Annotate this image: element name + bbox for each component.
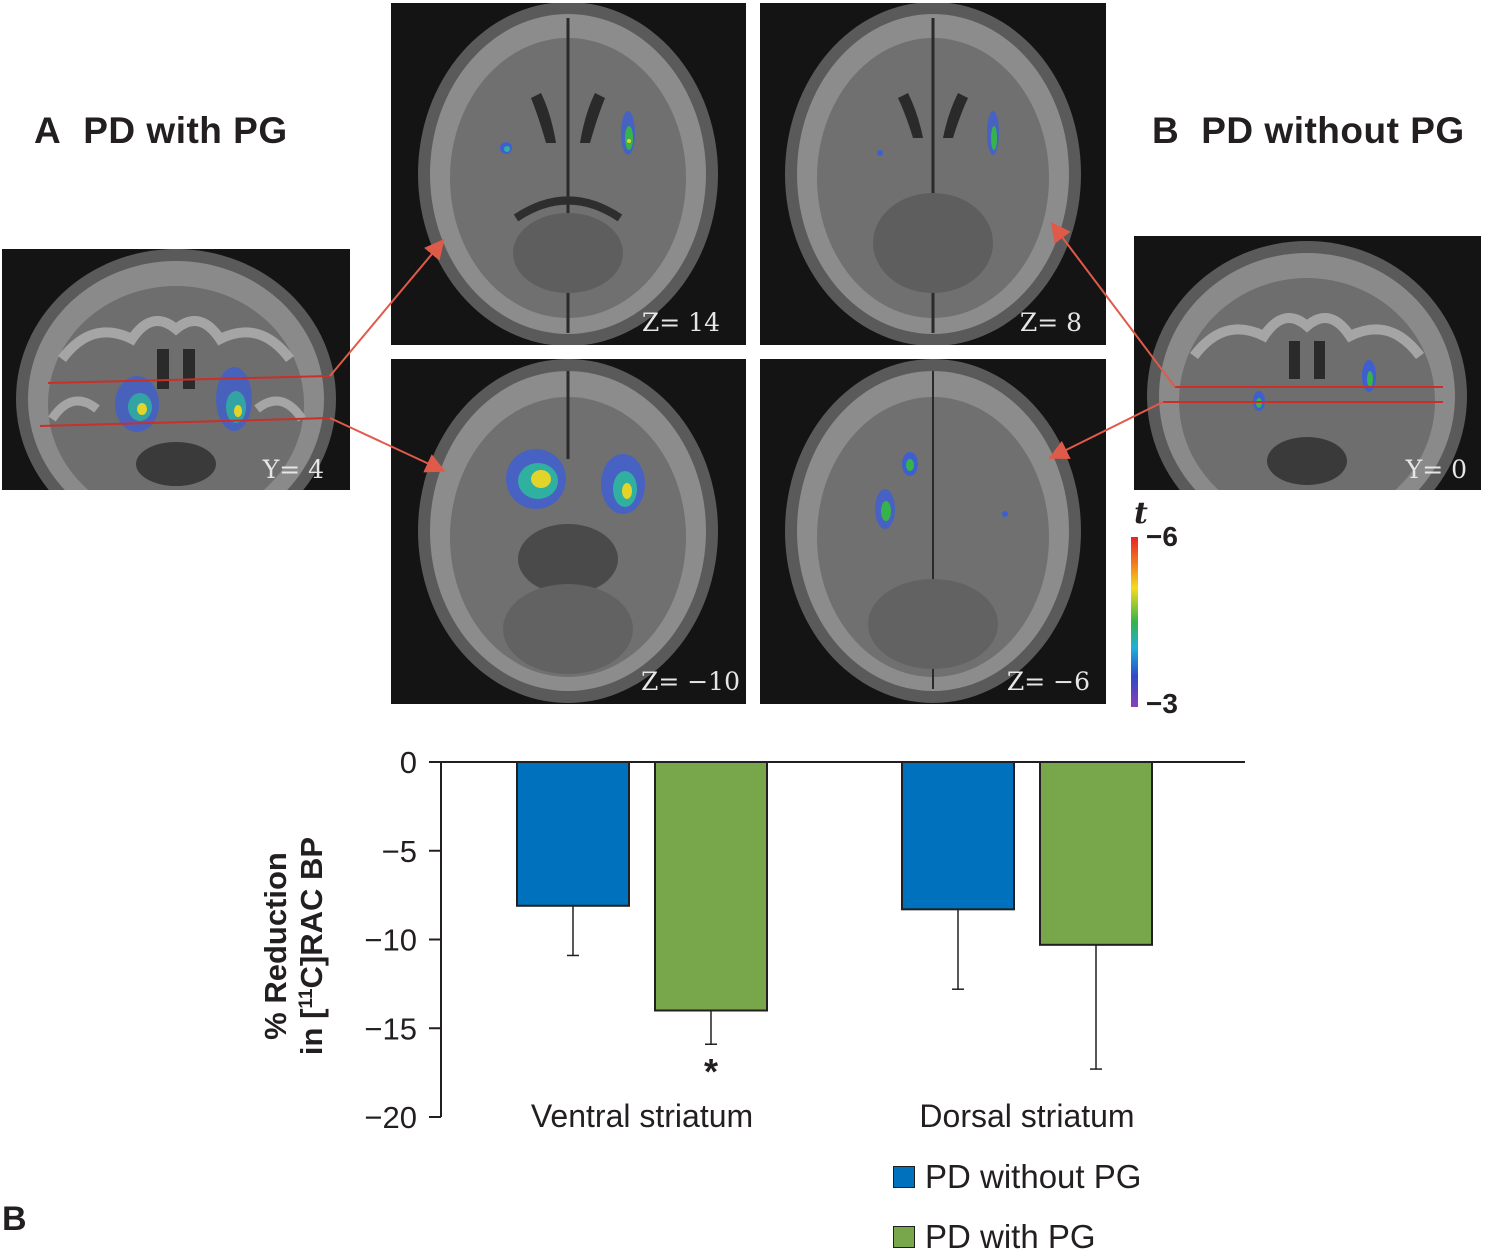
bar-pd-with-pg-ventral — [654, 761, 768, 1012]
y-axis-title-line1: % Reduction — [258, 852, 293, 1040]
y-tick-label: −5 — [382, 834, 417, 869]
bar-pd-with-pg-dorsal — [1039, 761, 1153, 946]
axial-scan-b-top: Z= 8 — [760, 3, 1106, 345]
axial-brain-image-a-bottom — [418, 359, 718, 703]
axial-scan-a-top: Z= 14 — [391, 3, 746, 345]
y-axis-title-line2: in [11C]RAC BP — [294, 837, 329, 1055]
figure-letter: B — [2, 1200, 27, 1238]
axial-brain-image-a-top — [418, 3, 718, 345]
panel-a-title: A PD with PG — [34, 110, 288, 152]
y-tick-label: −10 — [364, 923, 417, 958]
y-tick-label: −20 — [364, 1100, 417, 1135]
legend-item-pd-without-pg: PD without PG — [893, 1158, 1141, 1196]
y-tick-label: −15 — [364, 1011, 417, 1046]
axial-brain-image-b-bottom — [785, 359, 1081, 703]
legend-swatch-blue — [893, 1166, 915, 1188]
axial-a-top-coordinate: Z= 14 — [641, 308, 720, 337]
activation-b-bottom — [875, 452, 1008, 529]
axial-a-bottom-coordinate: Z= −10 — [640, 667, 740, 696]
bar-pd-without-pg-dorsal — [901, 761, 1015, 911]
activation-ventral-left-a — [506, 449, 566, 509]
y-tick-label: 0 — [400, 745, 417, 780]
coronal-scan-b: Y= 0 — [1134, 236, 1481, 490]
axial-scan-a-bottom: Z= −10 — [391, 359, 746, 704]
coronal-a-coordinate: Y= 4 — [262, 455, 324, 484]
panel-b-label: PD without PG — [1201, 110, 1465, 151]
coronal-scan-a: Y= 4 — [2, 249, 350, 490]
legend-item-pd-with-pg: PD with PG — [893, 1218, 1096, 1256]
legend-label-pd-with-pg: PD with PG — [925, 1218, 1096, 1255]
coronal-brain-image-b — [1147, 241, 1467, 490]
colorbar-gradient — [1131, 537, 1138, 707]
legend-swatch-green — [893, 1226, 915, 1248]
coronal-b-coordinate: Y= 0 — [1405, 455, 1467, 484]
activation-ventral-right-a — [601, 454, 645, 514]
panel-b-letter: B — [1152, 110, 1180, 151]
panel-a-label: PD with PG — [83, 110, 288, 151]
panel-a-letter: A — [34, 110, 62, 151]
axial-brain-image-b-top — [785, 3, 1081, 345]
colorbar-title: t — [1134, 496, 1148, 531]
colorbar-max-label: −6 — [1146, 521, 1178, 552]
axial-b-bottom-coordinate: Z= −6 — [1006, 667, 1090, 696]
x-category-label: Ventral striatum — [531, 1098, 753, 1134]
panel-b-title: B PD without PG — [1152, 110, 1465, 152]
significance-asterisk: * — [704, 1051, 718, 1092]
bar-pd-without-pg-ventral — [516, 761, 630, 907]
colorbar-min-label: −3 — [1146, 688, 1178, 719]
x-category-label: Dorsal striatum — [919, 1098, 1134, 1134]
legend-label-pd-without-pg: PD without PG — [925, 1158, 1142, 1195]
axial-scan-b-bottom: Z= −6 — [760, 359, 1106, 704]
